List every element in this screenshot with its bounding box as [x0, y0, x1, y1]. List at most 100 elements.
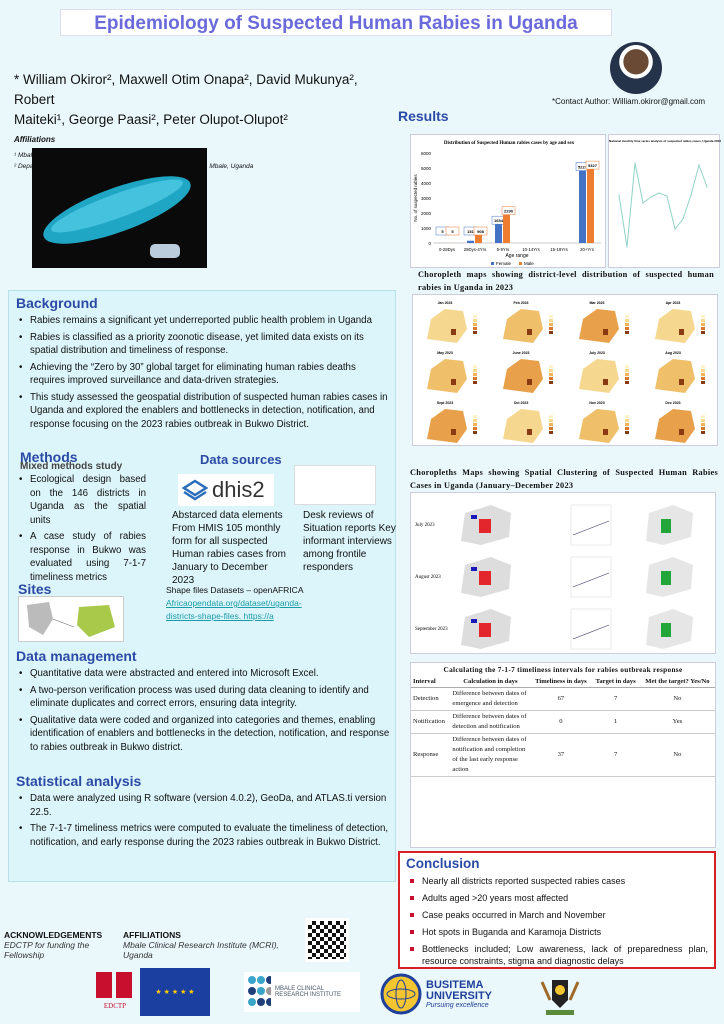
moran-scatterplot [570, 608, 612, 650]
high-high-cluster [479, 623, 491, 637]
hotspot-district [679, 379, 684, 385]
bar [495, 218, 502, 243]
list-item: The 7-1-7 timeliness metrics were comput… [16, 822, 392, 849]
map-month-label: Feb 2023 [514, 301, 529, 305]
district-fill [503, 409, 543, 443]
legend-swatch [625, 373, 629, 376]
y-tick-label: 1000 [421, 226, 432, 231]
uganda-map [427, 309, 467, 343]
qr-code[interactable] [305, 918, 349, 962]
list-item: A two-person verification process was us… [16, 684, 392, 711]
legend-swatch [625, 323, 629, 326]
list-item: Bottlenecks included; Low awareness, lac… [410, 943, 708, 967]
conclusion-box: Conclusion Nearly all districts reported… [398, 851, 716, 969]
eu-flag-logo: ★ ★ ★ ★ ★ [140, 968, 210, 1016]
data-point [690, 194, 692, 196]
moran-regression-line [572, 624, 610, 640]
age-sex-bar-chart: Distribution of Suspected Human rabies c… [410, 134, 606, 268]
y-tick-label: 3000 [421, 196, 432, 201]
monthly-choropleth-maps: Jan 2023 Feb 2023 Mar 2023 Apr 2023 May 2023… [412, 294, 718, 446]
data-label-box [445, 226, 460, 236]
uganda-map [655, 359, 695, 393]
legend-swatch [491, 262, 494, 265]
hotspot-district [603, 329, 608, 335]
x-tick-label: 10-14Yrs [522, 247, 539, 252]
data-point [706, 186, 708, 188]
clustering-caption: Choropleths Maps showing Spatial Cluster… [410, 468, 718, 490]
district-fill [655, 309, 695, 343]
hotspot-district [451, 329, 456, 335]
legend-swatch [701, 327, 705, 330]
edctp-wordmark: EDCTP [103, 1002, 127, 1010]
bar [475, 229, 482, 243]
legend-swatch [701, 373, 705, 376]
legend-swatch [473, 427, 477, 430]
legend-swatch [473, 331, 477, 334]
significant-districts [661, 519, 671, 533]
shapefiles-source: Shape files Datasets – openAFRICA Africa… [166, 584, 326, 623]
moran-regression-line [572, 572, 610, 588]
map-month-label: July 2023 [589, 351, 605, 355]
column-header: Calculation in days [450, 676, 531, 688]
hotspot-district [603, 379, 608, 385]
legend-swatch [549, 315, 553, 318]
cell: Notification [411, 710, 451, 734]
data-label: 1654 [494, 218, 504, 223]
mcri-dots-icon [248, 976, 271, 1006]
poster-title: Epidemiology of Suspected Human Rabies i… [60, 9, 612, 36]
moran-scatterplot [570, 504, 612, 546]
data-label-box [585, 160, 600, 170]
legend-swatch [473, 327, 477, 330]
y-tick-label: 6000 [421, 151, 432, 156]
cluster-row-label: August 2023 [415, 575, 441, 580]
uganda-map [503, 409, 543, 443]
hotspot-district [603, 429, 608, 435]
list-item: Rabies remains a significant yet underre… [16, 314, 388, 328]
data-point [618, 194, 620, 196]
authors-line-2: Maiteki¹, George Paasi², Peter Olupot-Ol… [14, 112, 288, 127]
legend-swatch [549, 331, 553, 334]
table-row: Detection Difference between dates of eme… [411, 687, 715, 711]
legend-swatch [701, 323, 705, 326]
methods-list: Ecological design based on the 146 distr… [16, 473, 146, 587]
hotspot-district [527, 429, 532, 435]
uganda-map [503, 359, 543, 393]
district-fill [503, 309, 543, 343]
background-heading: Background [16, 295, 98, 311]
busitema-atom-icon [380, 973, 422, 1015]
y-tick-label: 5000 [421, 166, 432, 171]
district-fill [655, 409, 695, 443]
table-row: Response Difference between dates of noti… [411, 733, 715, 777]
cell: 37 [530, 733, 592, 777]
acknowledgements-heading: ACKNOWLEDGEMENTS [4, 930, 103, 940]
cluster-row-label: July 2023 [415, 523, 435, 528]
cell: 67 [530, 687, 592, 711]
map-month-label: Nov 2023 [589, 401, 604, 405]
data-point [658, 192, 660, 194]
x-tick-label: 5-9Yrs [497, 247, 510, 252]
legend-swatch [473, 415, 477, 418]
dhis2-layers-icon [182, 479, 208, 501]
legend-swatch [473, 369, 477, 372]
cluster-row-label: September 2023 [415, 627, 448, 632]
shapefiles-label: Shape files Datasets – openAFRICA [166, 585, 304, 595]
legend-swatch [473, 373, 477, 376]
column-header: Met the target? Yes/No [639, 676, 715, 688]
district-fill [655, 359, 695, 393]
column-header: Target in days [591, 676, 640, 688]
list-item: Ecological design based on the 146 distr… [16, 473, 146, 527]
hotspot-district [679, 329, 684, 335]
data-management-heading: Data management [16, 648, 137, 664]
data-point [626, 246, 628, 248]
table-caption: Calculating the 7-1-7 timeliness interva… [443, 665, 683, 674]
legend-label: Female [496, 261, 512, 266]
data-label-box [473, 226, 488, 236]
data-label: 151 [467, 229, 474, 234]
significant-districts [661, 623, 671, 637]
significant-districts [661, 571, 671, 585]
legend-swatch [549, 377, 553, 380]
shapefiles-link[interactable]: Africaopendata.org/dataset/uganda-distri… [166, 598, 302, 621]
methods-panel [8, 290, 396, 882]
data-label-box [501, 206, 516, 215]
uganda-map [579, 309, 619, 343]
